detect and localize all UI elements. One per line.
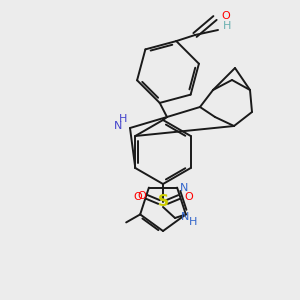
Text: N: N — [114, 121, 122, 131]
Text: S: S — [158, 194, 169, 209]
Text: O: O — [221, 11, 230, 21]
Text: H: H — [118, 114, 127, 124]
Text: O: O — [137, 190, 146, 201]
Text: N: N — [181, 212, 189, 222]
Text: H: H — [189, 217, 197, 227]
Text: O: O — [184, 192, 193, 202]
Text: N: N — [180, 183, 188, 193]
Text: O: O — [133, 192, 142, 202]
Text: H: H — [223, 21, 231, 31]
